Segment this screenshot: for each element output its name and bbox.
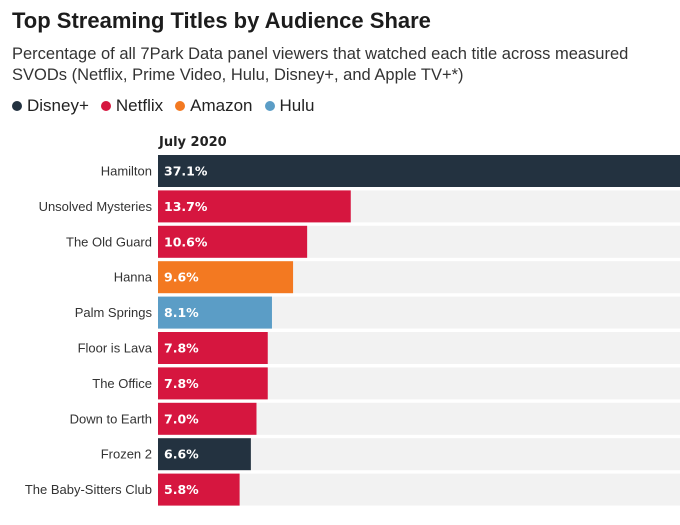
value-label: 37.1%	[164, 164, 208, 179]
category-label: Floor is Lava	[78, 341, 153, 356]
bar	[158, 155, 680, 187]
category-label: The Old Guard	[66, 234, 152, 249]
bar	[158, 190, 351, 223]
value-label: 9.6%	[164, 270, 199, 285]
bar-track	[158, 473, 680, 506]
category-label: Hanna	[114, 270, 153, 285]
category-label: Frozen 2	[101, 447, 152, 462]
chart-title: Top Streaming Titles by Audience Share	[12, 8, 431, 33]
legend-item-disney-: Disney+	[12, 96, 89, 116]
bar	[158, 438, 251, 471]
category-label: Unsolved Mysteries	[39, 199, 153, 214]
bar	[158, 225, 308, 258]
bar	[158, 296, 272, 329]
bar	[158, 261, 294, 294]
value-label: 6.6%	[164, 447, 199, 462]
value-label: 8.1%	[164, 305, 199, 320]
legend-label: Netflix	[115, 96, 164, 115]
bar	[158, 402, 257, 435]
category-label: The Baby-Sitters Club	[25, 482, 152, 497]
chart-legend: Disney+ Netflix Amazon Hulu	[12, 96, 314, 116]
bar	[158, 367, 268, 400]
category-label: The Office	[92, 376, 152, 391]
value-label: 7.8%	[164, 341, 199, 356]
bar	[158, 332, 268, 364]
legend-dot	[264, 101, 275, 111]
column-header: July 2020	[158, 135, 227, 150]
legend-dot	[175, 101, 186, 111]
value-label: 13.7%	[164, 199, 208, 214]
value-label: 5.8%	[164, 482, 199, 497]
legend-label: Hulu	[279, 96, 315, 115]
legend-label: Disney+	[27, 96, 89, 115]
chart-subtitle: Percentage of all 7Park Data panel viewe…	[12, 45, 629, 84]
legend-item-netflix: Netflix	[100, 96, 164, 116]
legend-label: Amazon	[190, 96, 253, 115]
category-label: Palm Springs	[75, 305, 153, 320]
legend-item-hulu: Hulu	[264, 96, 315, 116]
legend-item-amazon: Amazon	[175, 96, 253, 116]
category-label: Down to Earth	[70, 411, 152, 426]
value-label: 10.6%	[164, 234, 208, 249]
category-label: Hamilton	[101, 164, 152, 179]
bar	[158, 473, 240, 506]
value-label: 7.8%	[164, 376, 199, 391]
legend-dot	[12, 101, 22, 111]
value-label: 7.0%	[164, 411, 199, 426]
legend-dot	[100, 101, 111, 111]
